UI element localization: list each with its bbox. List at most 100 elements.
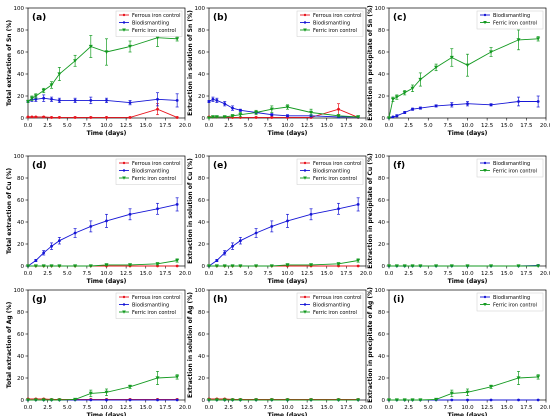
data-point xyxy=(175,375,180,379)
x-tick-label-i: 7.5 xyxy=(444,405,453,411)
y-tick-label-b: 80 xyxy=(198,28,205,34)
y-tick-label-a: 60 xyxy=(17,50,24,56)
y-tick-label-i: 60 xyxy=(378,332,385,338)
panel-letter-c: (c) xyxy=(393,13,407,23)
y-tick-label-b: 20 xyxy=(198,94,205,100)
chart-panel-d: 0.0 2.5 5.0 7.5 10.0 12.5 15.0 17.5 20.0 0 20 40 60 8… xyxy=(6,154,192,285)
data-point xyxy=(489,398,493,402)
x-axis-label-g: Time (days) xyxy=(87,412,127,416)
legend-marker xyxy=(303,303,307,306)
panel-letter-g: (g) xyxy=(32,295,47,305)
data-point xyxy=(402,91,407,95)
data-point xyxy=(536,375,541,379)
y-tick-label-a: 80 xyxy=(17,28,24,34)
x-tick-label-h: 17.5 xyxy=(340,405,353,411)
data-point xyxy=(128,44,133,49)
series-line xyxy=(388,38,539,119)
data-point xyxy=(211,97,215,101)
y-tick-label-a: 0 xyxy=(21,116,25,122)
data-point xyxy=(394,398,399,402)
y-tick-label-e: 100 xyxy=(195,154,206,160)
data-point xyxy=(105,99,108,102)
y-tick-label-f: 20 xyxy=(378,242,385,248)
data-point xyxy=(41,88,46,93)
legend-item: Ferric iron control xyxy=(313,28,357,34)
y-tick-label-g: 60 xyxy=(17,332,24,338)
data-point xyxy=(58,116,61,119)
data-point xyxy=(403,111,407,114)
data-point xyxy=(465,264,470,268)
chart-panel-f: 0.0 2.5 5.0 7.5 10.0 12.5 15.0 17.5 20.0 0 20 40 60 8… xyxy=(367,153,550,285)
legend-item: Biodismantling xyxy=(493,295,530,301)
data-point xyxy=(285,263,290,267)
data-point xyxy=(215,99,219,102)
legend-marker xyxy=(122,21,126,24)
data-point xyxy=(88,44,93,49)
legend-item: Ferrous iron control xyxy=(313,13,362,19)
y-tick-label-a: 100 xyxy=(14,6,25,12)
data-point xyxy=(269,264,274,268)
data-point xyxy=(434,65,439,70)
data-point xyxy=(42,115,46,119)
legend-item: Ferrous iron control xyxy=(313,295,362,301)
x-tick-label-a: 15.0 xyxy=(140,123,153,129)
data-point xyxy=(155,36,160,40)
x-tick-label-i: 17.5 xyxy=(520,405,533,411)
y-tick-label-b: 100 xyxy=(195,6,206,12)
x-tick-label-c: 2.5 xyxy=(404,123,413,129)
data-point xyxy=(175,99,179,102)
y-tick-label-c: 60 xyxy=(378,50,385,56)
data-point xyxy=(402,264,407,268)
chart-panel-b: 0.0 2.5 5.0 7.5 10.0 12.5 15.0 17.5 20.0 0 20 40 60 8… xyxy=(187,6,373,137)
data-point xyxy=(410,264,415,268)
x-tick-label-e: 2.5 xyxy=(224,271,233,277)
x-axis-label-h: Time (days) xyxy=(268,412,308,416)
x-tick-label-e: 17.5 xyxy=(340,271,353,277)
x-tick-label-c: 10.0 xyxy=(461,123,474,129)
series-c-1 xyxy=(387,29,541,120)
panel-letter-e: (e) xyxy=(213,161,227,171)
y-tick-label-e: 40 xyxy=(198,220,205,226)
y-tick-label-a: 20 xyxy=(17,94,24,100)
data-point xyxy=(466,398,469,402)
legend-item: Ferric iron control xyxy=(313,310,357,316)
y-tick-label-b: 60 xyxy=(198,50,205,56)
data-point xyxy=(309,263,314,267)
data-point xyxy=(26,264,30,268)
x-tick-label-h: 7.5 xyxy=(264,405,273,411)
data-point xyxy=(26,115,30,119)
panel-letter-f: (f) xyxy=(393,161,405,171)
y-tick-label-f: 80 xyxy=(378,176,385,182)
x-tick-label-h: 12.5 xyxy=(301,405,314,411)
data-point xyxy=(231,106,234,110)
x-tick-label-g: 12.5 xyxy=(120,405,133,411)
x-tick-label-e: 0.0 xyxy=(205,271,214,277)
data-point xyxy=(73,231,77,235)
legend-item: Biodismantling xyxy=(132,302,169,308)
legend-marker xyxy=(303,21,307,24)
data-point xyxy=(223,102,227,106)
data-point xyxy=(285,398,290,402)
data-point xyxy=(73,116,77,119)
x-axis-label-e: Time (days) xyxy=(268,278,308,285)
x-tick-label-i: 10.0 xyxy=(461,405,474,411)
y-tick-label-g: 0 xyxy=(21,398,25,404)
panel-letter-h: (h) xyxy=(213,295,228,305)
data-point xyxy=(489,264,494,268)
x-tick-label-g: 7.5 xyxy=(83,405,92,411)
data-point xyxy=(175,116,179,119)
x-tick-label-a: 5.0 xyxy=(63,123,72,129)
data-point xyxy=(42,251,46,255)
data-point xyxy=(402,398,407,402)
data-point xyxy=(214,115,219,119)
x-tick-label-e: 15.0 xyxy=(321,271,334,277)
x-tick-label-f: 17.5 xyxy=(520,271,533,277)
series-line xyxy=(27,203,178,267)
x-tick-label-c: 5.0 xyxy=(424,123,433,129)
x-tick-label-h: 10.0 xyxy=(281,405,294,411)
legend-box xyxy=(476,292,544,312)
data-point xyxy=(128,212,132,216)
y-tick-label-h: 100 xyxy=(195,288,206,294)
